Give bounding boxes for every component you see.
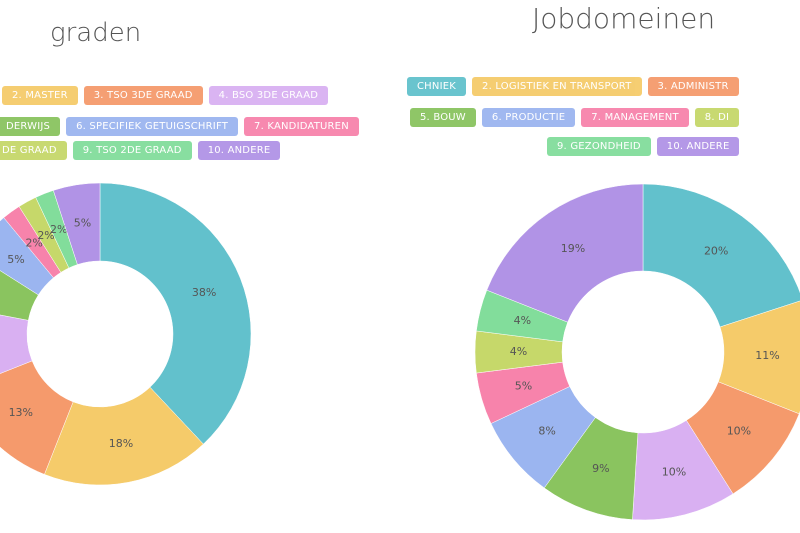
slice-label: 5%	[7, 253, 24, 266]
donut-slice[interactable]	[0, 360, 74, 475]
legend-item[interactable]: 8. DI	[694, 108, 740, 127]
legend-item[interactable]: DE GRAAD	[0, 141, 67, 160]
legend-row: DE GRAAD 9. TSO 2DE GRAAD 10. ANDERE	[0, 141, 281, 160]
chart-title-jobdomeinen: Jobdomeinen	[532, 2, 716, 35]
donut-slice[interactable]	[53, 182, 101, 265]
slice-label: 2%	[50, 223, 67, 236]
legend-row: CHNIEK 2. LOGISTIEK EN TRANSPORT 3. ADMINI…	[407, 77, 739, 96]
slice-label: 4%	[514, 314, 531, 327]
slice-label: 13%	[9, 406, 33, 419]
slice-label: 38%	[192, 286, 216, 299]
legend-item[interactable]: DERWIJS	[0, 117, 61, 136]
slice-label: 20%	[704, 244, 728, 257]
legend-row: 9. GEZONDHEID 10. ANDERE	[547, 137, 740, 156]
slice-label: 5%	[515, 380, 532, 393]
legend-item[interactable]: 9. TSO 2DE GRAAD	[72, 141, 192, 160]
legend-item[interactable]: 9. GEZONDHEID	[547, 137, 651, 156]
slice-label: 11%	[755, 349, 779, 362]
legend-item[interactable]: 6. PRODUCTIE	[481, 108, 576, 127]
donut-slice[interactable]	[0, 253, 39, 321]
slice-label: 2%	[37, 229, 54, 242]
slice-label: 9%	[592, 462, 609, 475]
slice-label: 8%	[538, 424, 555, 437]
legend-row: DERWIJS 6. SPECIFIEK GETUIGSCHRIFT 7. KAND…	[0, 117, 359, 136]
legend-item[interactable]: 4. BSO 3DE GRAAD	[208, 86, 329, 105]
donut-slice[interactable]	[486, 183, 644, 323]
slice-label: 19%	[561, 242, 585, 255]
slice-label: 2%	[25, 236, 42, 249]
legend-item[interactable]: 10. ANDERE	[656, 137, 740, 156]
legend-item[interactable]: 3. ADMINISTR	[647, 77, 739, 96]
legend-row: 2. MASTER 3. TSO 3DE GRAAD 4. BSO 3DE GRAA…	[2, 86, 329, 105]
slice-label: 18%	[109, 437, 133, 450]
slice-label: 10%	[662, 466, 686, 479]
legend-item[interactable]: 7. MANAGEMENT	[581, 108, 689, 127]
slice-label: 4%	[510, 345, 527, 358]
legend-item[interactable]: 10. ANDERE	[197, 141, 281, 160]
legend-item[interactable]: CHNIEK	[407, 77, 467, 96]
legend-item[interactable]: 2. LOGISTIEK EN TRANSPORT	[472, 77, 642, 96]
donut-slice[interactable]	[99, 182, 252, 445]
slice-label: 5%	[74, 216, 91, 229]
legend-item[interactable]: 7. KANDIDATUREN	[244, 117, 359, 136]
legend-item[interactable]: 2. MASTER	[2, 86, 78, 105]
legend-item[interactable]: 5. BOUW	[410, 108, 476, 127]
legend-item[interactable]: 6. SPECIFIEK GETUIGSCHRIFT	[66, 117, 239, 136]
chart-title-graden: graden	[50, 18, 142, 48]
donut-slice[interactable]	[44, 386, 204, 486]
legend-item[interactable]: 3. TSO 3DE GRAAD	[83, 86, 203, 105]
donut-slice[interactable]	[642, 183, 800, 328]
legend-row: 5. BOUW 6. PRODUCTIE 7. MANAGEMENT 8. DI	[410, 108, 740, 127]
donut-slice[interactable]	[0, 306, 33, 390]
slice-label: 10%	[727, 424, 751, 437]
